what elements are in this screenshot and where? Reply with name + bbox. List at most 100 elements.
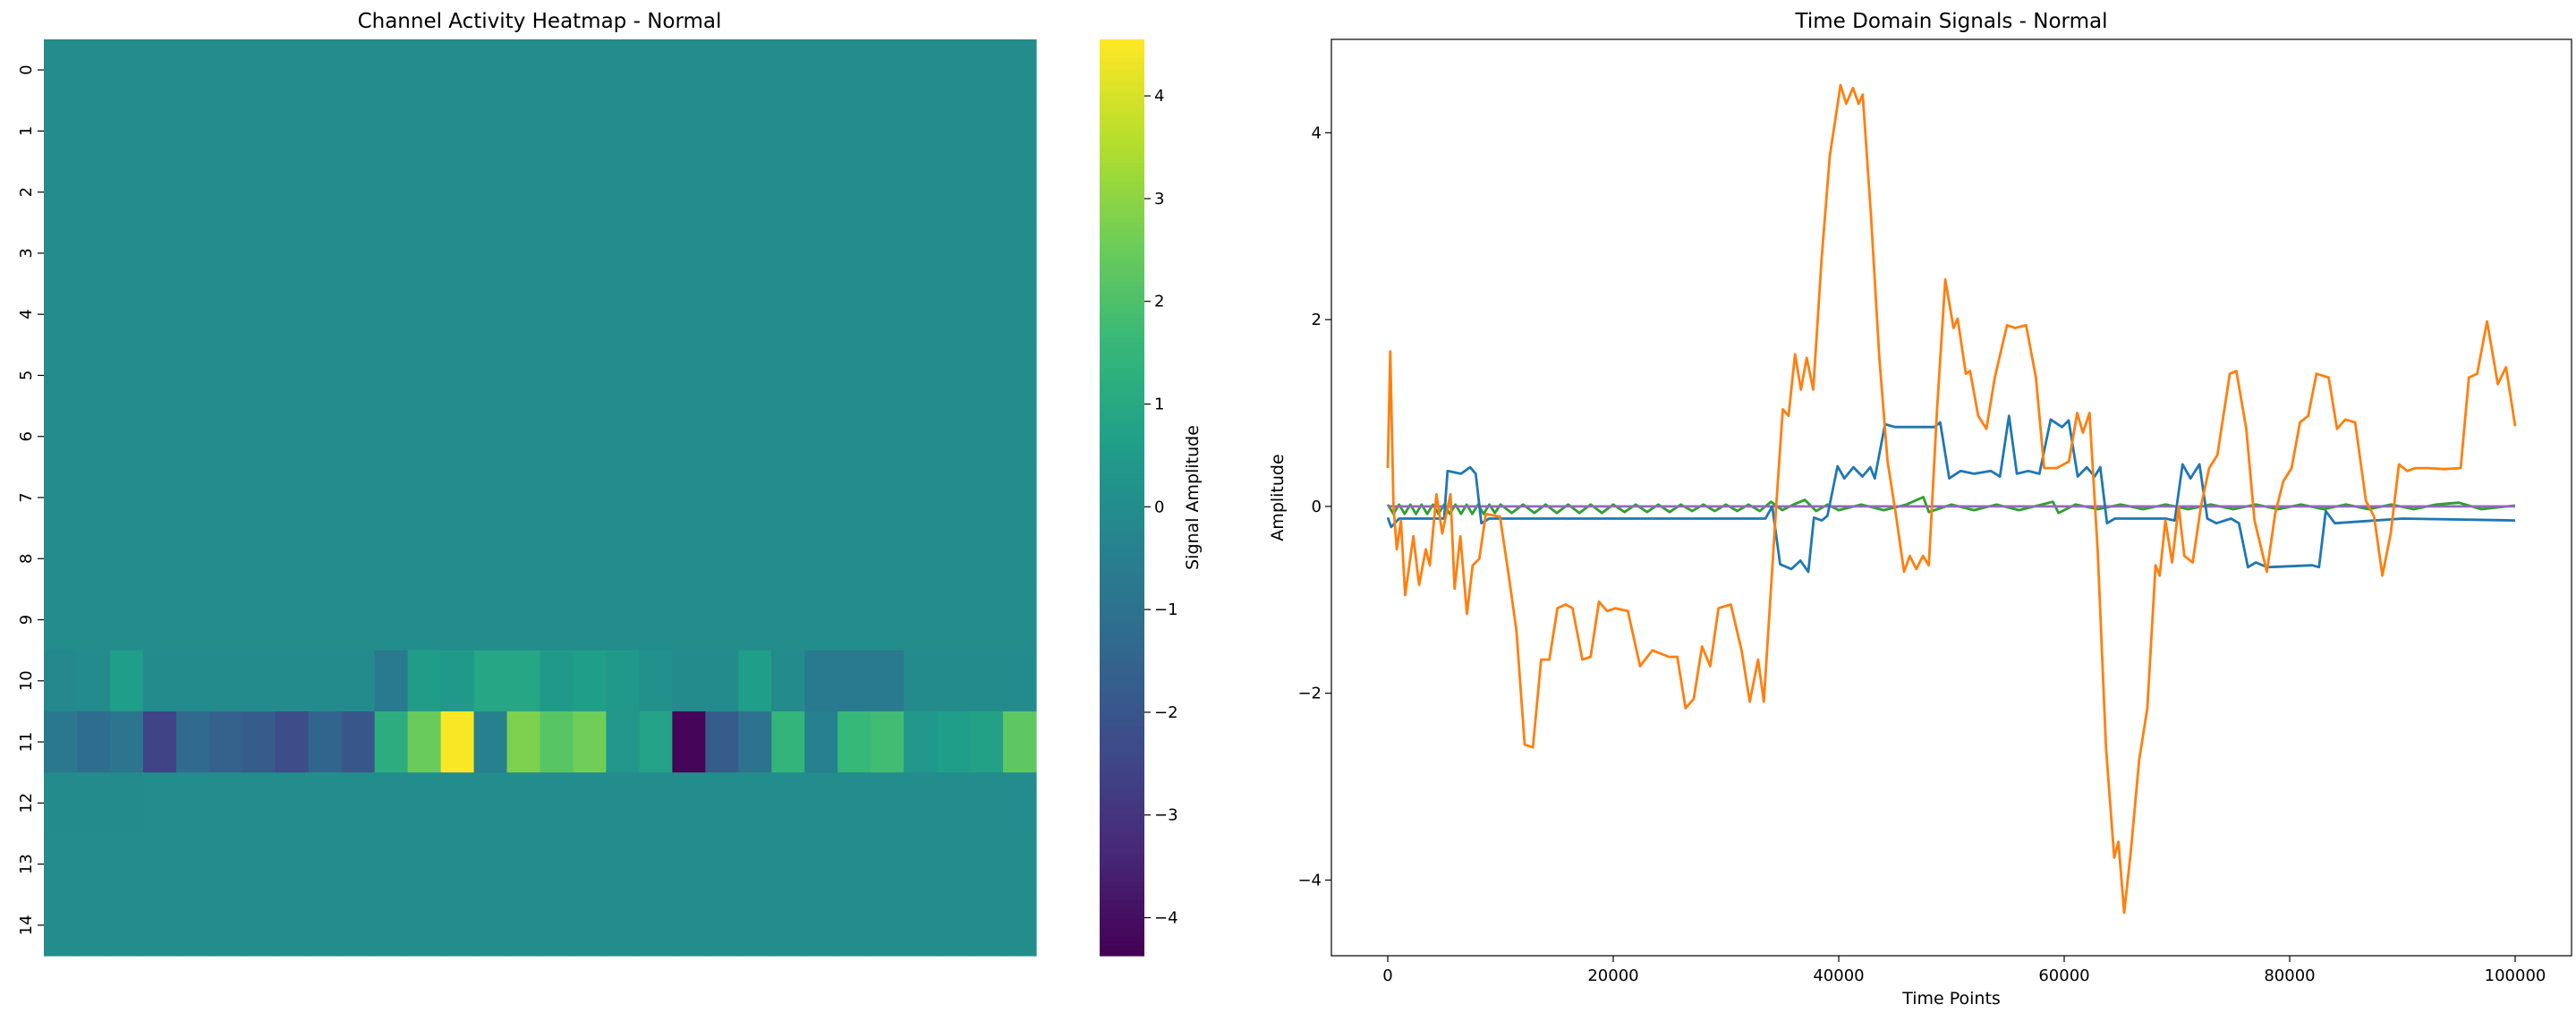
colorbar-segment [1100, 112, 1144, 118]
series-line-2 [1386, 414, 2516, 574]
heatmap-cell [175, 405, 210, 468]
colorbar-segment [1100, 932, 1144, 939]
heatmap-cell [871, 833, 905, 896]
x-tick-label: 100000 [2485, 966, 2546, 985]
heatmap-cell [705, 222, 739, 285]
heatmap-cell [473, 528, 508, 590]
colorbar-segment [1100, 429, 1144, 434]
heatmap-cell [142, 161, 177, 224]
heatmap-cell [208, 833, 243, 896]
heatmap-cell [374, 161, 409, 224]
heatmap-cell [970, 466, 1004, 529]
heatmap-cell [242, 894, 276, 957]
heatmap-cell [175, 772, 210, 835]
heatmap-cell [705, 39, 739, 101]
colorbar-segment [1100, 245, 1144, 251]
colorbar-segment [1100, 520, 1144, 526]
y-tick-label: 0 [1312, 498, 1322, 516]
heatmap-cell [142, 284, 177, 345]
heatmap-cell [904, 589, 938, 651]
colorbar-segment [1100, 71, 1144, 77]
heatmap-cell [1003, 39, 1037, 101]
heatmap-cell [606, 528, 640, 590]
heatmap-cell [573, 894, 608, 957]
colorbar-segment [1100, 703, 1144, 710]
heatmap-cell [871, 161, 905, 224]
colorbar-segment [1100, 708, 1144, 714]
colorbar-segment [1100, 94, 1144, 100]
heatmap-cell [937, 161, 971, 224]
heatmap-cell [606, 161, 640, 224]
heatmap-cell [374, 894, 409, 957]
heatmap-cell [506, 405, 541, 468]
heatmap-cell [672, 100, 706, 163]
heatmap-cell [374, 284, 409, 345]
heatmap-cell [573, 100, 608, 163]
row-label: 12 [17, 793, 36, 813]
heatmap-cell [837, 161, 871, 224]
heatmap-cell [970, 772, 1004, 835]
heatmap-cell [837, 833, 871, 896]
heatmap-cell [837, 589, 871, 651]
heatmap-cell [738, 772, 772, 835]
heatmap-cell [606, 711, 640, 773]
colorbar-segment [1100, 580, 1144, 585]
colorbar-segment [1100, 859, 1144, 865]
heatmap-cell [804, 528, 838, 590]
colorbar-segment [1100, 617, 1144, 622]
colorbar-segment [1100, 470, 1144, 475]
colorbar-segment [1100, 887, 1144, 892]
colorbar-segment [1100, 310, 1144, 315]
heatmap-cell [341, 528, 376, 590]
heatmap-cell [771, 222, 805, 285]
heatmap-cell [1003, 345, 1037, 407]
heatmap-cell [506, 345, 541, 407]
heatmap-cell [573, 161, 608, 224]
colorbar-segment [1100, 539, 1144, 544]
heatmap-cell [407, 284, 442, 345]
colorbar-segment [1100, 126, 1144, 132]
row-label: 13 [17, 854, 36, 874]
heatmap-cell [573, 405, 608, 468]
colorbar-segment [1100, 286, 1144, 293]
colorbar-segment [1100, 135, 1144, 141]
heatmap-cell [175, 161, 210, 224]
heatmap-cell [639, 833, 673, 896]
heatmap-cell [705, 650, 739, 712]
colorbar-segment [1100, 831, 1144, 838]
heatmap-cell [705, 894, 739, 957]
colorbar-tick-label: 2 [1154, 293, 1164, 311]
colorbar-segment [1100, 905, 1144, 911]
heatmap-cell [904, 100, 938, 163]
heatmap-cell [341, 589, 376, 651]
heatmap-cell [540, 772, 574, 835]
heatmap-cell [142, 222, 177, 285]
heatmap-cell [705, 345, 739, 407]
row-label: 2 [17, 187, 36, 197]
colorbar-segment [1100, 557, 1144, 563]
heatmap-cell [1003, 161, 1037, 224]
heatmap-cell [407, 161, 442, 224]
heatmap-cell [440, 528, 475, 590]
heatmap-cell [506, 100, 541, 163]
heatmap-cell [506, 466, 541, 529]
colorbar-segment [1100, 314, 1144, 319]
heatmap-cell [871, 100, 905, 163]
heatmap-cell [540, 284, 574, 345]
heatmap-cell [473, 161, 508, 224]
heatmap-cell [804, 100, 838, 163]
heatmap-cell [771, 772, 805, 835]
heatmap-cell [275, 466, 310, 529]
heatmap-cell [374, 222, 409, 285]
heatmap-cell [44, 284, 78, 345]
x-tick-label: 60000 [2038, 966, 2089, 985]
heatmap-cell [208, 528, 243, 590]
heatmap-cell [738, 466, 772, 529]
heatmap-cell [473, 345, 508, 407]
colorbar-segment [1100, 158, 1144, 164]
heatmap-cell [308, 284, 343, 345]
heatmap-cell [44, 405, 78, 468]
heatmap-cell [341, 894, 376, 957]
colorbar-segment [1100, 813, 1144, 819]
colorbar-segment [1100, 117, 1144, 123]
